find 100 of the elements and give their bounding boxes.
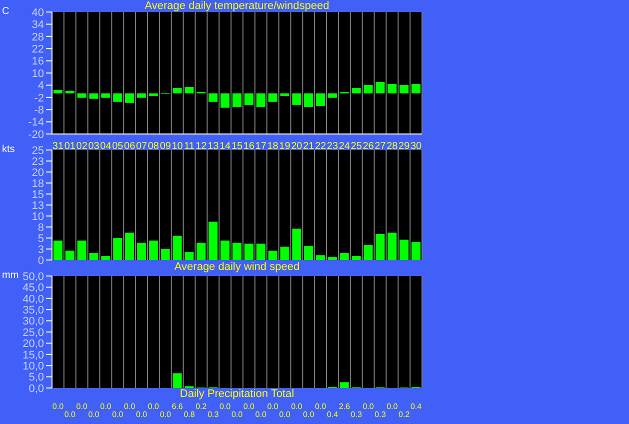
- x-tick-label: 23: [326, 141, 338, 152]
- bar: [196, 242, 206, 260]
- x-tick-label: 20: [291, 141, 303, 152]
- bar: [113, 238, 122, 260]
- bar: [232, 242, 242, 260]
- y-tick-label: 30,0: [22, 316, 44, 328]
- bar: [400, 84, 409, 94]
- bar: [89, 252, 98, 260]
- y-tick-label: 50,0: [22, 270, 44, 283]
- y-tick-label: 25,0: [22, 326, 44, 339]
- x-tick-label: 18: [267, 141, 279, 152]
- x-tick-label: 28: [386, 141, 398, 152]
- bar: [388, 84, 397, 94]
- bar: [280, 93, 290, 96]
- y-tick-label: 16: [32, 56, 44, 68]
- data-label: 0.0: [231, 410, 244, 419]
- data-label: 0.0: [386, 402, 398, 411]
- x-tick-label: 17: [255, 141, 267, 152]
- data-label: 0.4: [326, 410, 339, 419]
- bar: [340, 382, 349, 388]
- data-label: 0.0: [362, 402, 374, 411]
- data-label: 0.0: [160, 410, 172, 419]
- x-tick-label: 01: [64, 141, 76, 152]
- x-tick-label: 30: [410, 141, 422, 152]
- x-tick-label: 15: [231, 141, 243, 152]
- bar: [352, 88, 361, 94]
- bar: [328, 256, 337, 260]
- x-tick-label: 03: [88, 141, 100, 152]
- x-tick-label: 31: [52, 141, 64, 152]
- y-tick-label: 20,0: [22, 338, 44, 350]
- bar: [292, 228, 302, 260]
- y-tick-label: 13: [32, 200, 44, 212]
- y-tick-label: 22: [32, 44, 44, 56]
- y-tick-label: 0,0: [28, 382, 44, 395]
- data-label: 0.0: [124, 402, 136, 411]
- x-tick-label: 19: [279, 141, 291, 152]
- x-tick-label: 24: [338, 141, 350, 152]
- bar: [65, 250, 74, 260]
- data-label: 0.0: [243, 402, 256, 411]
- data-label: 2.6: [338, 402, 351, 411]
- y-tick-label: 10: [32, 210, 44, 223]
- bar: [53, 240, 62, 260]
- bar: [184, 87, 194, 94]
- y-tick-label: 18: [32, 178, 44, 190]
- x-tick-label: 05: [112, 141, 124, 152]
- y-axis-title: C: [2, 6, 10, 17]
- x-tick-label: 25: [350, 141, 362, 152]
- bar: [65, 90, 74, 94]
- y-tick-label: 40,0: [22, 293, 44, 306]
- y-tick-label: 5,0: [28, 372, 44, 384]
- bar: [172, 236, 182, 260]
- y-tick-label: 23: [32, 156, 44, 168]
- y-tick-label: 34: [32, 19, 44, 32]
- x-tick-label: 29: [398, 141, 410, 152]
- x-tick-label: 16: [243, 141, 255, 152]
- data-label: 0.0: [112, 410, 124, 419]
- bar: [316, 255, 326, 260]
- bar: [220, 240, 230, 260]
- data-label: 6.6: [172, 402, 184, 411]
- bar: [113, 93, 122, 102]
- bar: [364, 84, 373, 94]
- x-tick-label: 22: [314, 141, 327, 152]
- data-label: 0.0: [279, 410, 291, 419]
- y-tick-label: -14: [28, 116, 44, 129]
- x-tick-label: 21: [303, 141, 315, 152]
- bar: [136, 93, 146, 98]
- y-tick-label: 35,0: [22, 304, 44, 317]
- x-tick-label: 14: [220, 141, 232, 152]
- data-label: 0.0: [64, 410, 76, 419]
- bar: [376, 234, 385, 260]
- x-tick-label: 02: [76, 141, 88, 152]
- bar: [400, 240, 409, 260]
- data-label: 0.0: [255, 410, 267, 419]
- data-label: 0.2: [398, 410, 410, 419]
- bar: [388, 232, 397, 260]
- text: Average daily wind speed: [173, 261, 301, 273]
- y-tick-label: 0: [38, 254, 44, 267]
- bar: [53, 90, 62, 94]
- data-label: 0.0: [314, 402, 327, 411]
- y-tick-label: 15,0: [22, 349, 44, 362]
- bar: [352, 256, 361, 260]
- bar: [328, 93, 337, 98]
- y-axis-title: kts: [2, 144, 15, 155]
- y-tick-label: 40: [32, 6, 44, 19]
- bar: [340, 252, 349, 260]
- bar: [125, 93, 134, 103]
- data-label: 0.3: [350, 410, 362, 419]
- y-tick-label: 45,0: [22, 282, 44, 294]
- data-label: 0.3: [208, 410, 220, 419]
- bar: [268, 250, 278, 260]
- x-tick-label: 11: [184, 141, 195, 152]
- bar: [208, 222, 218, 260]
- bar: [125, 232, 134, 260]
- bar: [411, 84, 420, 94]
- y-tick-label: 5: [38, 232, 44, 245]
- x-tick-label: 12: [196, 141, 208, 152]
- x-tick-label: 27: [374, 141, 386, 152]
- x-tick-label: 08: [148, 141, 160, 152]
- x-tick-label: 07: [136, 141, 148, 152]
- bar: [136, 242, 146, 260]
